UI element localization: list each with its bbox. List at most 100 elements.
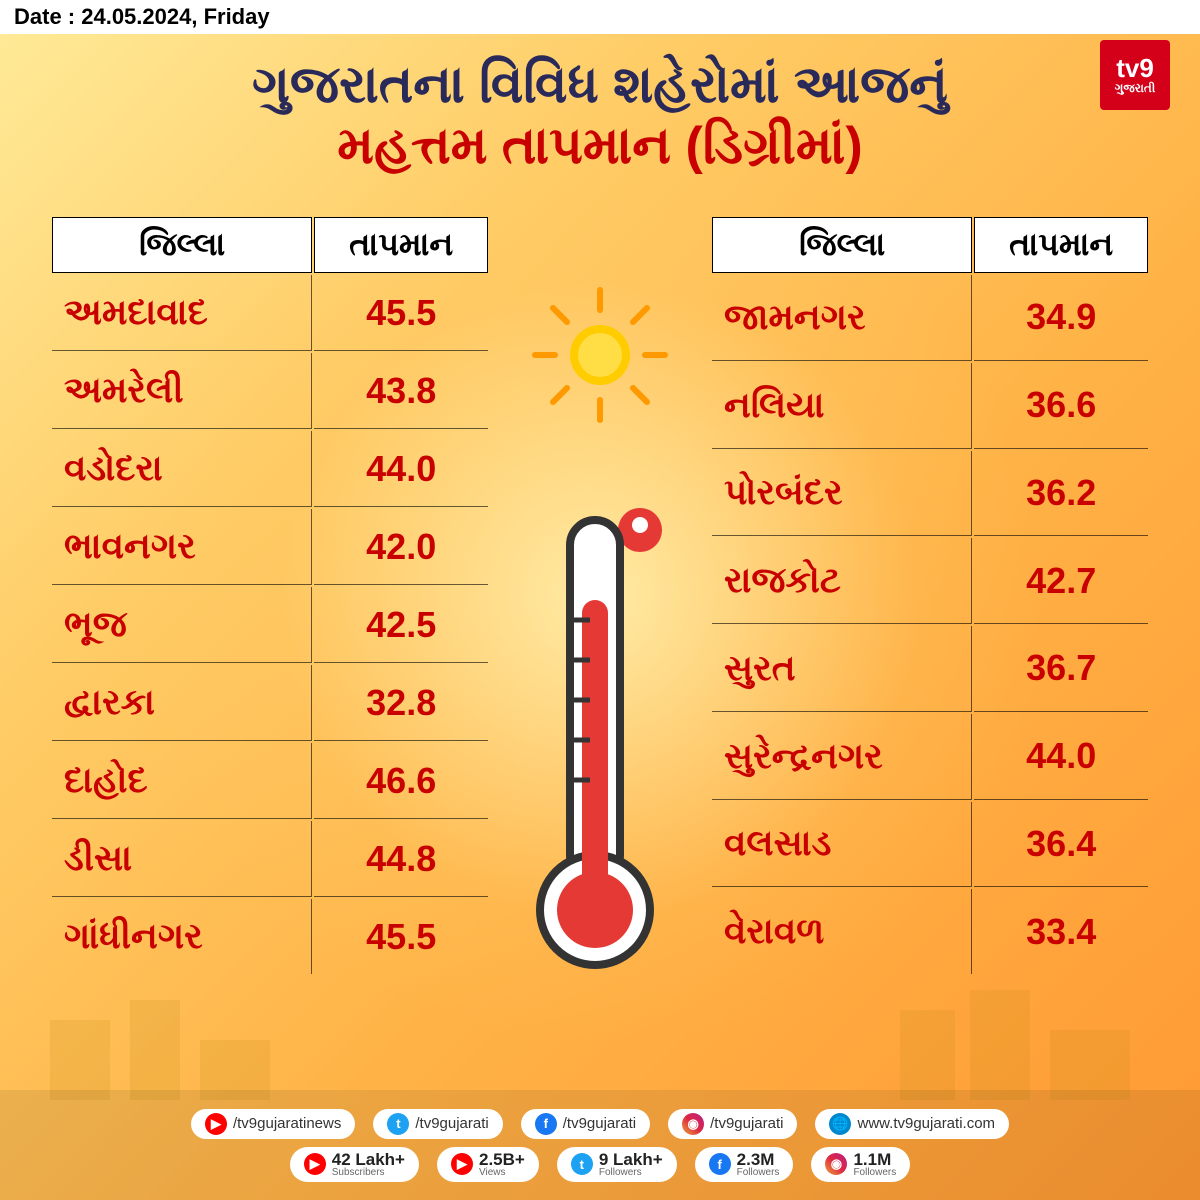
table-row: ભૂજ42.5 xyxy=(52,587,488,663)
temperature-cell: 42.0 xyxy=(314,509,488,585)
stat-number: 42 Lakh+ xyxy=(332,1151,405,1168)
district-cell: ભાવનગર xyxy=(52,509,312,585)
yt-icon: ▶ xyxy=(451,1153,473,1175)
yt-icon: ▶ xyxy=(205,1113,227,1135)
table-row: અમદાવાદ45.5 xyxy=(52,275,488,351)
district-cell: વેરાવળ xyxy=(712,889,972,974)
table-row: ડીસા44.8 xyxy=(52,821,488,897)
stat-label: Followers xyxy=(853,1168,896,1178)
social-handle: 🌐 www.tv9gujarati.com xyxy=(815,1109,1009,1139)
social-stats-row: ▶ 42 Lakh+Subscribers ▶ 2.5B+Views t9 Lakh+F… xyxy=(290,1147,910,1182)
temperature-cell: 44.0 xyxy=(974,714,1148,800)
social-stat: ▶ 2.5B+Views xyxy=(437,1147,539,1182)
date-text: Date : 24.05.2024, Friday xyxy=(14,4,270,29)
temperature-cell: 45.5 xyxy=(314,899,488,974)
title-line1: ગુજરાતના વિવિધ શહેરોમાં આજનું xyxy=(0,55,1200,116)
table-row: ગાંધીનગર45.5 xyxy=(52,899,488,974)
col-temp: તાપમાન xyxy=(974,217,1148,273)
temperature-cell: 44.8 xyxy=(314,821,488,897)
social-stat: ◉ 1.1MFollowers xyxy=(811,1147,910,1182)
table-row: અમરેલી43.8 xyxy=(52,353,488,429)
temperature-cell: 33.4 xyxy=(974,889,1148,974)
skyline-decoration xyxy=(0,980,1200,1100)
temperature-tables: જિલ્લા તાપમાન અમદાવાદ45.5અમરેલી43.8વડોદર… xyxy=(50,215,1150,976)
temperature-cell: 42.7 xyxy=(974,538,1148,624)
social-handle: ▶ /tv9gujaratinews xyxy=(191,1109,355,1139)
temperature-cell: 45.5 xyxy=(314,275,488,351)
handle-text: /tv9gujarati xyxy=(415,1115,488,1132)
col-district: જિલ્લા xyxy=(712,217,972,273)
district-cell: દાહોદ xyxy=(52,743,312,819)
district-cell: વલસાડ xyxy=(712,802,972,888)
temperature-cell: 32.8 xyxy=(314,665,488,741)
temperature-cell: 42.5 xyxy=(314,587,488,663)
table-row: વડોદરા44.0 xyxy=(52,431,488,507)
district-cell: વડોદરા xyxy=(52,431,312,507)
tw-icon: t xyxy=(387,1113,409,1135)
stat-block: 2.5B+Views xyxy=(479,1151,525,1178)
handle-text: /tv9gujarati xyxy=(563,1115,636,1132)
social-footer: ▶/tv9gujaratinewst/tv9gujaratif/tv9gujar… xyxy=(0,1090,1200,1200)
stat-label: Followers xyxy=(737,1168,780,1178)
temperature-cell: 36.2 xyxy=(974,451,1148,537)
district-cell: જામનગર xyxy=(712,275,972,361)
table-row: દાહોદ46.6 xyxy=(52,743,488,819)
district-cell: ગાંધીનગર xyxy=(52,899,312,974)
district-cell: ભૂજ xyxy=(52,587,312,663)
table-row: દ્વારકા32.8 xyxy=(52,665,488,741)
table-row: સુરેન્દ્રનગર44.0 xyxy=(712,714,1148,800)
temperature-cell: 36.7 xyxy=(974,626,1148,712)
stat-block: 1.1MFollowers xyxy=(853,1151,896,1178)
date-bar: Date : 24.05.2024, Friday xyxy=(0,0,1200,34)
stat-number: 2.5B+ xyxy=(479,1151,525,1168)
table-row: સુરત36.7 xyxy=(712,626,1148,712)
table-row: જામનગર34.9 xyxy=(712,275,1148,361)
stat-block: 42 Lakh+Subscribers xyxy=(332,1151,405,1178)
district-cell: દ્વારકા xyxy=(52,665,312,741)
social-handle: t/tv9gujarati xyxy=(373,1109,502,1139)
table-row: વલસાડ36.4 xyxy=(712,802,1148,888)
left-temperature-table: જિલ્લા તાપમાન અમદાવાદ45.5અમરેલી43.8વડોદર… xyxy=(50,215,490,976)
district-cell: નલિયા xyxy=(712,363,972,449)
social-stat: f 2.3MFollowers xyxy=(695,1147,794,1182)
table-row: વેરાવળ33.4 xyxy=(712,889,1148,974)
yt-icon: ▶ xyxy=(304,1153,326,1175)
temperature-cell: 43.8 xyxy=(314,353,488,429)
table-row: ભાવનગર42.0 xyxy=(52,509,488,585)
right-temperature-table: જિલ્લા તાપમાન જામનગર34.9નલિયા36.6પોરબંદર… xyxy=(710,215,1150,976)
handle-text: www.tv9gujarati.com xyxy=(857,1115,995,1132)
temperature-cell: 36.6 xyxy=(974,363,1148,449)
col-temp: તાપમાન xyxy=(314,217,488,273)
stat-number: 1.1M xyxy=(853,1151,896,1168)
temperature-cell: 34.9 xyxy=(974,275,1148,361)
stat-label: Views xyxy=(479,1168,525,1178)
temperature-cell: 44.0 xyxy=(314,431,488,507)
table-row: નલિયા36.6 xyxy=(712,363,1148,449)
social-stat: t9 Lakh+Followers xyxy=(557,1147,677,1182)
ig-icon: ◉ xyxy=(825,1153,847,1175)
ig-icon: ◉ xyxy=(682,1113,704,1135)
handle-text: /tv9gujarati xyxy=(710,1115,783,1132)
social-handle: f/tv9gujarati xyxy=(521,1109,650,1139)
stat-number: 2.3M xyxy=(737,1151,780,1168)
handle-text: /tv9gujaratinews xyxy=(233,1115,341,1132)
fb-icon: f xyxy=(709,1153,731,1175)
col-district: જિલ્લા xyxy=(52,217,312,273)
district-cell: અમદાવાદ xyxy=(52,275,312,351)
social-stat: ▶ 42 Lakh+Subscribers xyxy=(290,1147,419,1182)
district-cell: રાજકોટ xyxy=(712,538,972,624)
district-cell: અમરેલી xyxy=(52,353,312,429)
social-handle: ◉ /tv9gujarati xyxy=(668,1109,797,1139)
page-title: ગુજરાતના વિવિધ શહેરોમાં આજનું મહત્તમ તાપ… xyxy=(0,55,1200,177)
temperature-cell: 46.6 xyxy=(314,743,488,819)
title-line2: મહત્તમ તાપમાન (ડિગ્રીમાં) xyxy=(0,116,1200,177)
stat-label: Followers xyxy=(599,1168,663,1178)
district-cell: પોરબંદર xyxy=(712,451,972,537)
stat-number: 9 Lakh+ xyxy=(599,1151,663,1168)
district-cell: ડીસા xyxy=(52,821,312,897)
web-icon: 🌐 xyxy=(829,1113,851,1135)
district-cell: સુરત xyxy=(712,626,972,712)
table-row: પોરબંદર36.2 xyxy=(712,451,1148,537)
fb-icon: f xyxy=(535,1113,557,1135)
stat-label: Subscribers xyxy=(332,1168,405,1178)
